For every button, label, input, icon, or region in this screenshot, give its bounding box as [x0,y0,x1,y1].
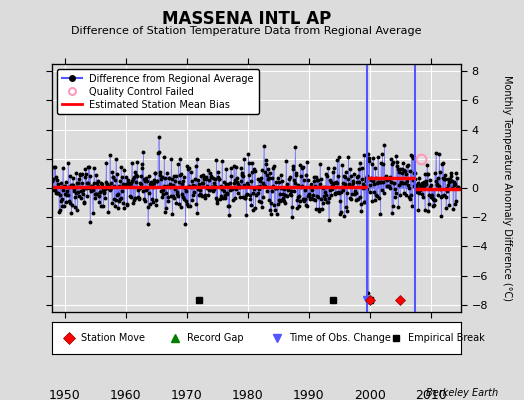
Text: MASSENA INTL AP: MASSENA INTL AP [162,10,331,28]
Legend: Difference from Regional Average, Quality Control Failed, Estimated Station Mean: Difference from Regional Average, Qualit… [57,69,259,114]
Text: Record Gap: Record Gap [187,333,244,343]
Text: Time of Obs. Change: Time of Obs. Change [289,333,391,343]
Text: Empirical Break: Empirical Break [408,333,485,343]
Y-axis label: Monthly Temperature Anomaly Difference (°C): Monthly Temperature Anomaly Difference (… [502,75,512,301]
Text: Berkeley Earth: Berkeley Earth [425,388,498,398]
Text: Difference of Station Temperature Data from Regional Average: Difference of Station Temperature Data f… [71,26,421,36]
Text: Station Move: Station Move [81,333,145,343]
